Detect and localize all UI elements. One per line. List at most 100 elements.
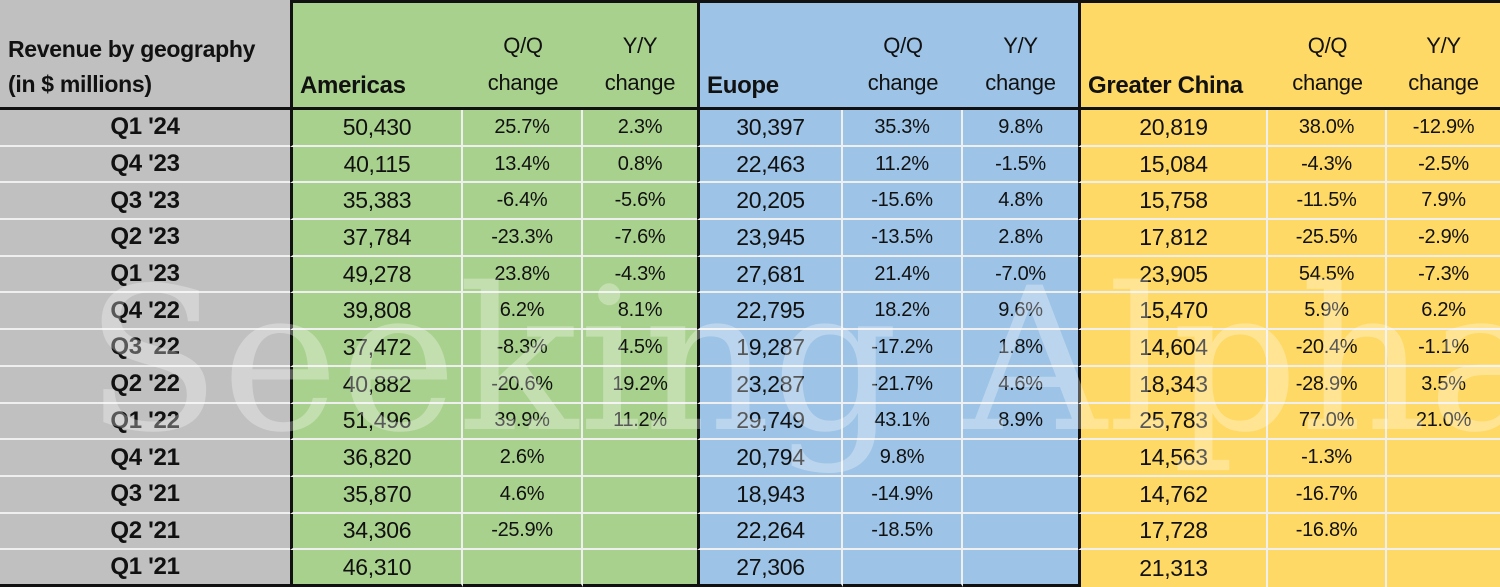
value-cell: 35,383: [290, 183, 463, 221]
qq-change-cell: 23.8%: [463, 256, 583, 294]
qq-change-cell: -25.9%: [463, 513, 583, 551]
qq-change-cell: -20.6%: [463, 366, 583, 404]
table-title-line2: (in $ millions): [8, 71, 152, 97]
yy-label: Y/Y: [1426, 33, 1461, 58]
yy-change-cell: [583, 440, 697, 477]
qq-change-cell: -13.5%: [843, 220, 963, 257]
table-title-line1: Revenue by geography: [8, 36, 256, 62]
yy-label: Y/Y: [622, 33, 658, 58]
qq-change-cell: [843, 550, 963, 587]
yy-change-cell: [583, 550, 697, 587]
greater-china-yy-change-header: Y/Y change: [1387, 0, 1500, 110]
yy-change-cell: 4.8%: [963, 183, 1078, 221]
qq-label: Q/Q: [883, 33, 923, 58]
value-cell: 51,496: [290, 403, 463, 441]
yy-label: Y/Y: [1003, 33, 1038, 58]
row-label: Q1 '23: [0, 256, 290, 294]
value-cell: 23,287: [697, 366, 843, 404]
yy-change-cell: -2.5%: [1387, 146, 1500, 184]
row-label: Q1 '24: [0, 110, 290, 147]
americas-yy-change-header: Y/Y change: [583, 0, 697, 110]
qq-change-cell: -4.3%: [1268, 146, 1387, 184]
yy-change-cell: [583, 476, 697, 514]
value-cell: 27,681: [697, 256, 843, 294]
qq-change-cell: [463, 550, 583, 587]
row-label: Q3 '21: [0, 476, 290, 514]
row-label: Q4 '21: [0, 440, 290, 477]
value-cell: 17,728: [1078, 513, 1268, 551]
value-cell: 22,795: [697, 293, 843, 331]
qq-change-cell: -28.9%: [1268, 366, 1387, 404]
yy-change-cell: 8.1%: [583, 293, 697, 331]
qq-change-cell: -16.7%: [1268, 476, 1387, 514]
yy-change-cell: [963, 513, 1078, 551]
qq-change-cell: 38.0%: [1268, 110, 1387, 147]
value-cell: 35,870: [290, 476, 463, 514]
value-cell: 20,819: [1078, 110, 1268, 147]
qq-change-cell: -6.4%: [463, 183, 583, 221]
europe-yy-change-header: Y/Y change: [963, 0, 1078, 110]
qq-change-cell: 18.2%: [843, 293, 963, 331]
qq-change-cell: -14.9%: [843, 476, 963, 514]
yy-change-cell: 4.5%: [583, 330, 697, 367]
qq-change-cell: -1.3%: [1268, 440, 1387, 477]
yy-change-cell: [963, 476, 1078, 514]
qq-change-cell: 21.4%: [843, 256, 963, 294]
yy-change-cell: [583, 513, 697, 551]
value-cell: 25,783: [1078, 403, 1268, 441]
yy-change-cell: 1.8%: [963, 330, 1078, 367]
row-label: Q2 '21: [0, 513, 290, 551]
yy-change-cell: [1387, 476, 1500, 514]
qq-change-cell: 25.7%: [463, 110, 583, 147]
change-label: change: [867, 70, 939, 95]
europe-qq-change-header: Q/Q change: [843, 0, 963, 110]
qq-change-cell: -8.3%: [463, 330, 583, 367]
value-cell: 30,397: [697, 110, 843, 147]
value-cell: 20,794: [697, 440, 843, 477]
qq-change-cell: 39.9%: [463, 403, 583, 441]
qq-change-cell: -25.5%: [1268, 220, 1387, 257]
value-cell: 23,905: [1078, 256, 1268, 294]
yy-change-cell: [963, 550, 1078, 587]
yy-change-cell: 8.9%: [963, 403, 1078, 441]
qq-label: Q/Q: [1307, 33, 1348, 58]
value-cell: 46,310: [290, 550, 463, 587]
yy-change-cell: -7.6%: [583, 220, 697, 257]
change-label: change: [1408, 70, 1479, 95]
yy-change-cell: -7.0%: [963, 256, 1078, 294]
section-header-americas: Americas: [290, 0, 463, 110]
section-header-greater-china: Greater China: [1078, 0, 1268, 110]
yy-change-cell: 11.2%: [583, 403, 697, 441]
yy-change-cell: [963, 440, 1078, 477]
yy-change-cell: -2.9%: [1387, 220, 1500, 257]
value-cell: 27,306: [697, 550, 843, 587]
qq-change-cell: 5.9%: [1268, 293, 1387, 331]
value-cell: 39,808: [290, 293, 463, 331]
value-cell: 37,784: [290, 220, 463, 257]
qq-label: Q/Q: [503, 33, 543, 58]
yy-change-cell: 9.8%: [963, 110, 1078, 147]
greater-china-qq-change-header: Q/Q change: [1268, 0, 1387, 110]
qq-change-cell: -17.2%: [843, 330, 963, 367]
value-cell: 23,945: [697, 220, 843, 257]
section-header-greater-china-label: Greater China: [1088, 72, 1243, 99]
change-label: change: [604, 70, 676, 95]
qq-change-cell: -21.7%: [843, 366, 963, 404]
yy-change-cell: 19.2%: [583, 366, 697, 404]
qq-change-cell: 6.2%: [463, 293, 583, 331]
yy-change-cell: -4.3%: [583, 256, 697, 294]
yy-change-cell: -5.6%: [583, 183, 697, 221]
value-cell: 22,463: [697, 146, 843, 184]
qq-change-cell: 13.4%: [463, 146, 583, 184]
yy-change-cell: 4.6%: [963, 366, 1078, 404]
qq-change-cell: 54.5%: [1268, 256, 1387, 294]
yy-change-cell: -7.3%: [1387, 256, 1500, 294]
qq-change-cell: 11.2%: [843, 146, 963, 184]
yy-change-cell: [1387, 513, 1500, 551]
qq-change-cell: -15.6%: [843, 183, 963, 221]
value-cell: 36,820: [290, 440, 463, 477]
value-cell: 49,278: [290, 256, 463, 294]
yy-change-cell: 2.8%: [963, 220, 1078, 257]
value-cell: 20,205: [697, 183, 843, 221]
qq-change-cell: -18.5%: [843, 513, 963, 551]
